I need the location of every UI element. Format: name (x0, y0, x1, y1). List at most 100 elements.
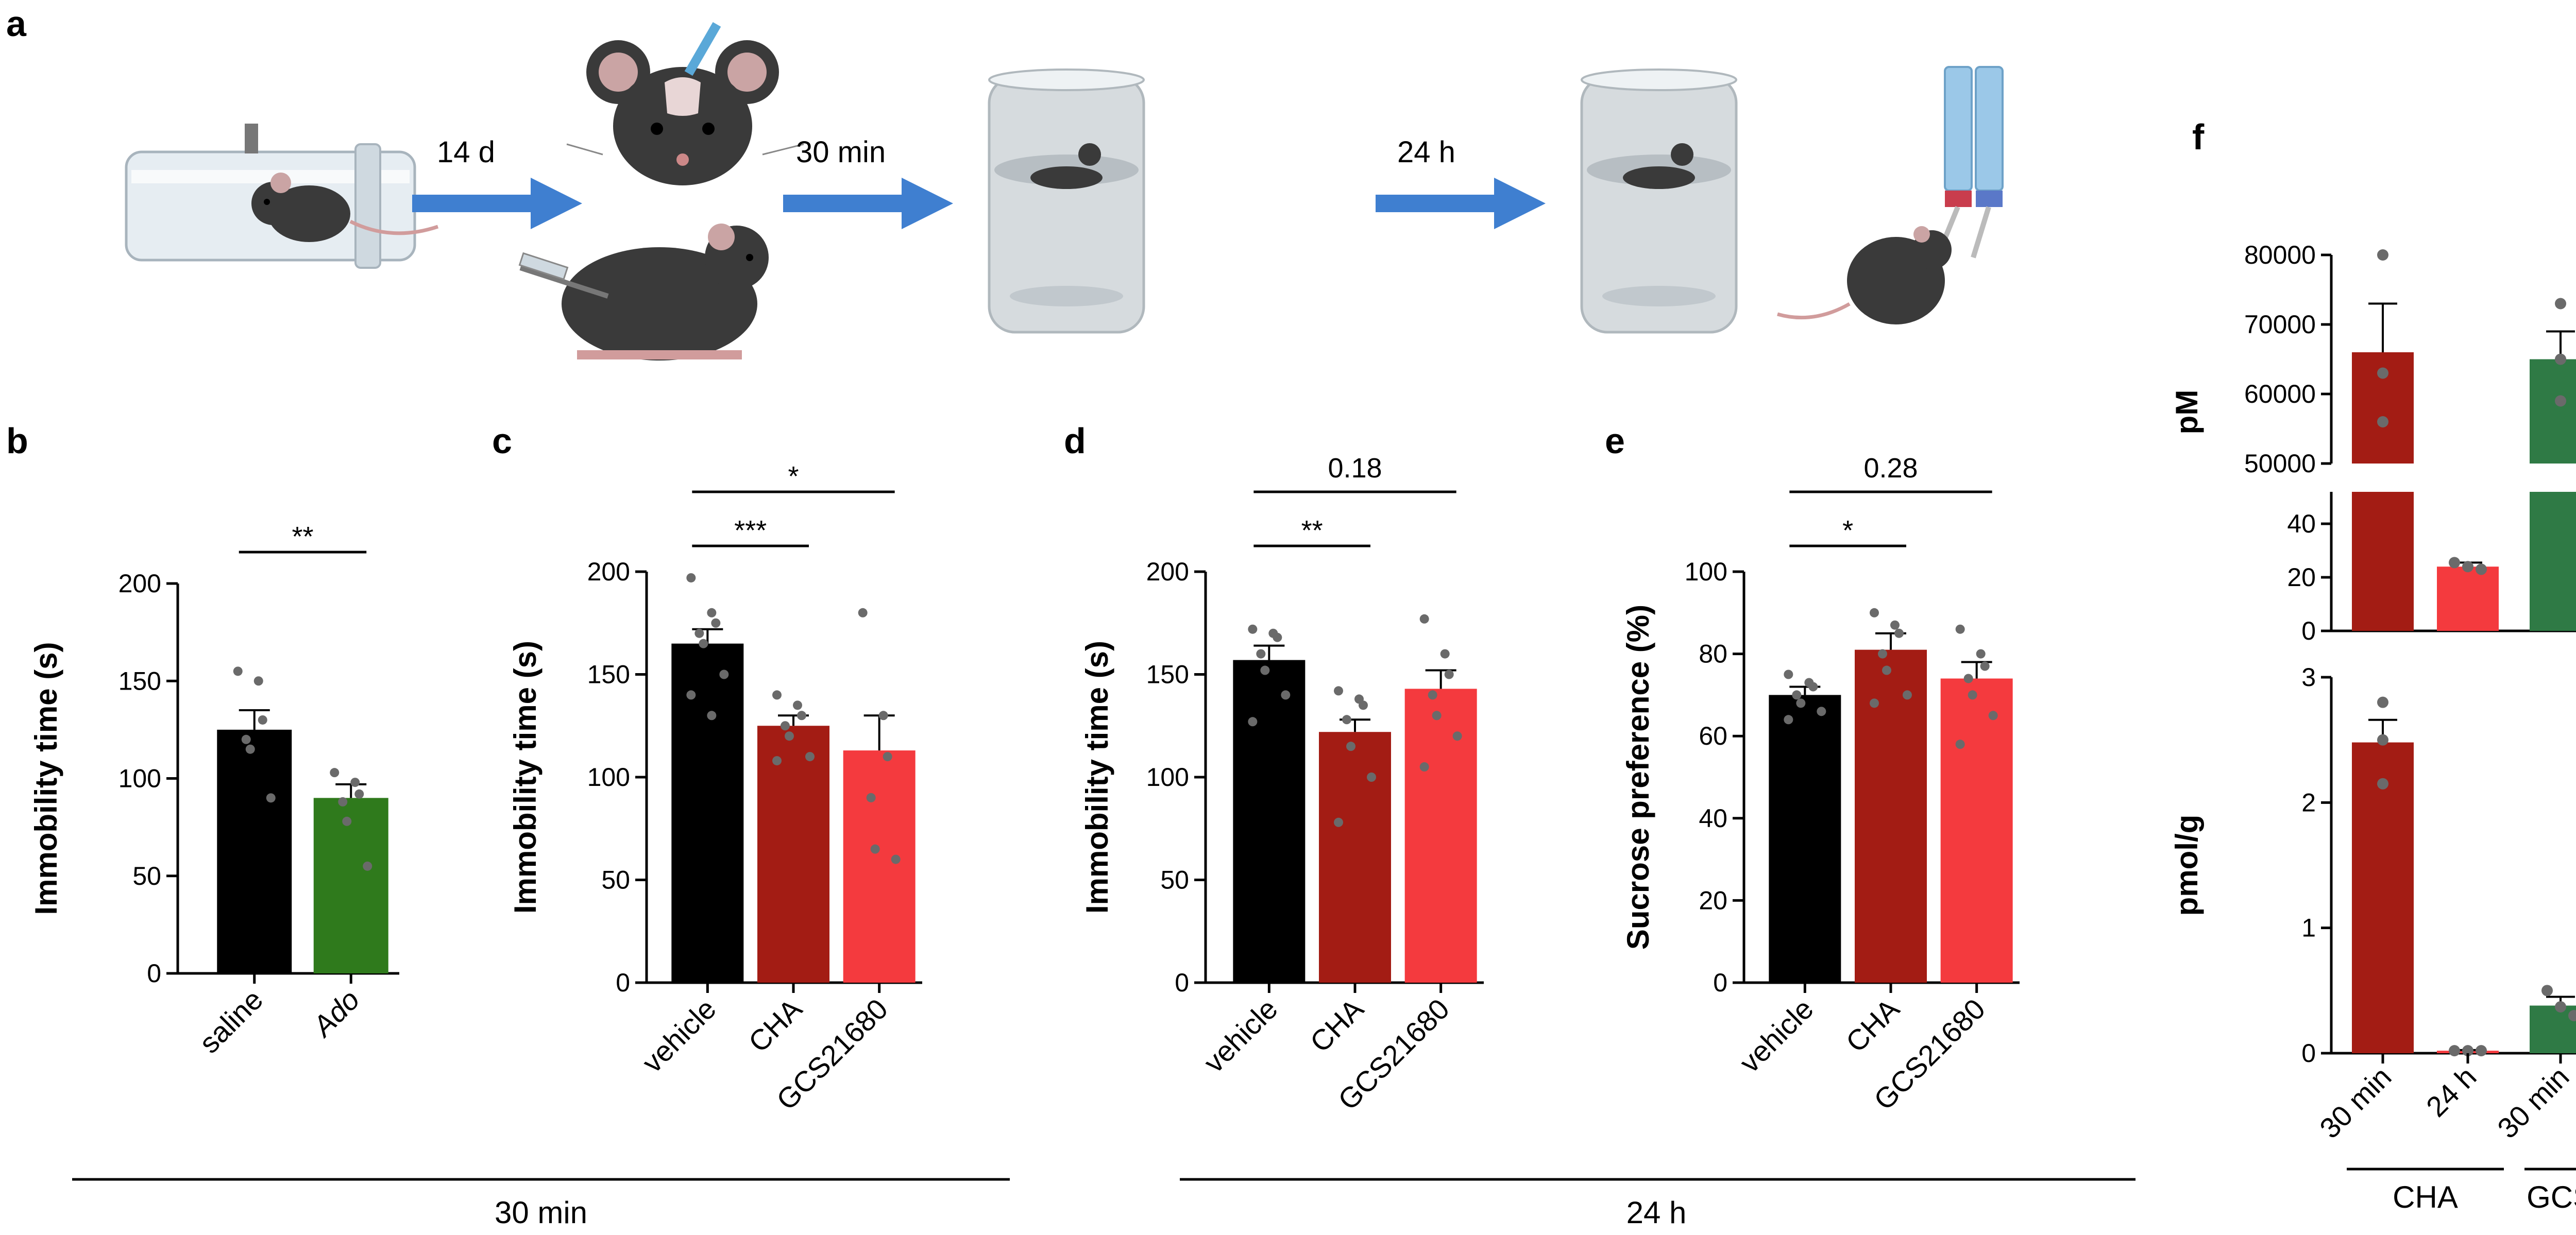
y-axis-label: pM (2170, 390, 2204, 435)
data-point (870, 844, 880, 854)
data-point (2377, 734, 2388, 746)
data-point (1963, 674, 1973, 683)
data-point (1273, 632, 1282, 642)
data-point (363, 861, 372, 871)
bar-CHA (757, 726, 829, 983)
x-tick-label: CHA (1839, 992, 1906, 1058)
bar-Ado (313, 798, 388, 973)
y-tick-label: 200 (587, 557, 630, 586)
significance-label: ** (292, 521, 313, 552)
data-point (1367, 773, 1376, 782)
data-point (2462, 1045, 2473, 1057)
bar-30 min-lower (2530, 492, 2576, 631)
data-point (2476, 1045, 2487, 1057)
chart-e: 0 20 40 60 80 100 Sucrose preference (%) vehicl… (1621, 453, 2020, 1116)
data-point (1980, 661, 1990, 671)
x-tick-label: saline (193, 983, 269, 1059)
y-tick-label: 50000 (2244, 449, 2316, 478)
restraint-tube-illustration (125, 124, 439, 269)
y-tick-label: 20 (2287, 563, 2316, 592)
bar-30 min (2530, 1005, 2576, 1053)
data-point (805, 752, 815, 762)
y-tick-label: 100 (1685, 557, 1727, 586)
data-point (330, 768, 340, 778)
data-point (1882, 665, 1891, 675)
significance-label: ** (1301, 515, 1323, 546)
x-tick-label: 30 min (2491, 1060, 2575, 1144)
y-tick-label: 2 (2301, 788, 2316, 817)
data-point (694, 628, 704, 638)
bar-GCS21680 (843, 750, 916, 983)
y-tick-label: 0 (1713, 968, 1727, 997)
data-point (1784, 715, 1793, 725)
group-label: CHA (2393, 1180, 2458, 1214)
data-point (1955, 624, 1965, 634)
data-point (711, 618, 721, 628)
bar-30 min-lower (2352, 492, 2414, 631)
significance-label: 0.18 (1328, 453, 1382, 484)
data-point (1334, 686, 1343, 696)
panel-label-a: a (6, 4, 27, 44)
y-axis-label: Immobility time (s) (29, 642, 63, 915)
data-point (1894, 628, 1904, 638)
panel-label-d: d (1064, 421, 1086, 461)
bar-saline (217, 729, 292, 973)
data-point (2377, 416, 2388, 427)
data-point (1890, 620, 1900, 630)
bar-CHA (1855, 649, 1927, 983)
data-point (2449, 557, 2460, 569)
y-tick-label: 150 (1146, 660, 1189, 689)
y-tick-label: 3 (2301, 663, 2316, 692)
data-point (707, 711, 717, 721)
data-point (342, 816, 352, 826)
y-tick-label: 0 (1175, 968, 1189, 997)
data-point (866, 793, 876, 802)
chart-d: 0 50 100 150 200 Immobility time (s) vehicle CH… (1080, 453, 1484, 1116)
x-tick-label: vehicle (1733, 992, 1820, 1079)
y-tick-label: 100 (587, 763, 630, 792)
y-axis-label: pmol/g (2170, 815, 2204, 916)
group-label: GCS21680 (2527, 1180, 2576, 1214)
data-point (1281, 690, 1291, 700)
data-point (1419, 614, 1429, 624)
data-point (1903, 690, 1912, 700)
data-point (2555, 353, 2566, 365)
sucrose-preference-illustration (1777, 66, 2004, 324)
significance-label: * (788, 461, 799, 492)
y-tick-label: 100 (118, 764, 161, 793)
y-tick-label: 40 (1699, 804, 1727, 833)
data-point (2555, 395, 2566, 407)
y-tick-label: 200 (1146, 557, 1189, 586)
arrow-30min (783, 178, 953, 229)
bar-GCS21680 (1940, 678, 2013, 983)
data-point (2377, 778, 2388, 790)
experiment-schematic: 14 d (125, 22, 2004, 361)
data-point (1784, 670, 1793, 679)
forced-swim-beaker-1 (988, 68, 1145, 334)
y-tick-label: 40 (2287, 509, 2316, 538)
data-point (354, 789, 364, 799)
data-point (1248, 717, 1258, 727)
chart-f: 50000 60000 70000 80000 0 20 40 pM 0 1 2 3 pmol/g 30 … (2170, 241, 2576, 1214)
data-point (1419, 762, 1429, 772)
x-tick-label: CHA (1303, 992, 1370, 1058)
bar-GCS21680 (1404, 689, 1477, 983)
data-point (1988, 711, 1998, 721)
group-label-24h: 24 h (1626, 1195, 1687, 1230)
x-tick-label: Ado (306, 983, 366, 1043)
step-label-14d: 14 d (437, 135, 495, 169)
data-point (1346, 742, 1355, 751)
y-tick-label: 0 (2301, 616, 2316, 645)
data-point (1792, 690, 1802, 700)
data-point (2377, 367, 2388, 379)
data-point (686, 573, 696, 582)
data-point (891, 854, 901, 864)
mouse-head-illustration (566, 22, 804, 185)
bar-24 h (2437, 567, 2499, 631)
y-tick-label: 70000 (2244, 310, 2316, 339)
panel-label-f: f (2192, 117, 2205, 157)
data-point (1817, 707, 1826, 716)
y-tick-label: 60000 (2244, 380, 2316, 408)
data-point (707, 608, 717, 618)
y-axis-label: Immobility time (s) (1080, 641, 1114, 914)
